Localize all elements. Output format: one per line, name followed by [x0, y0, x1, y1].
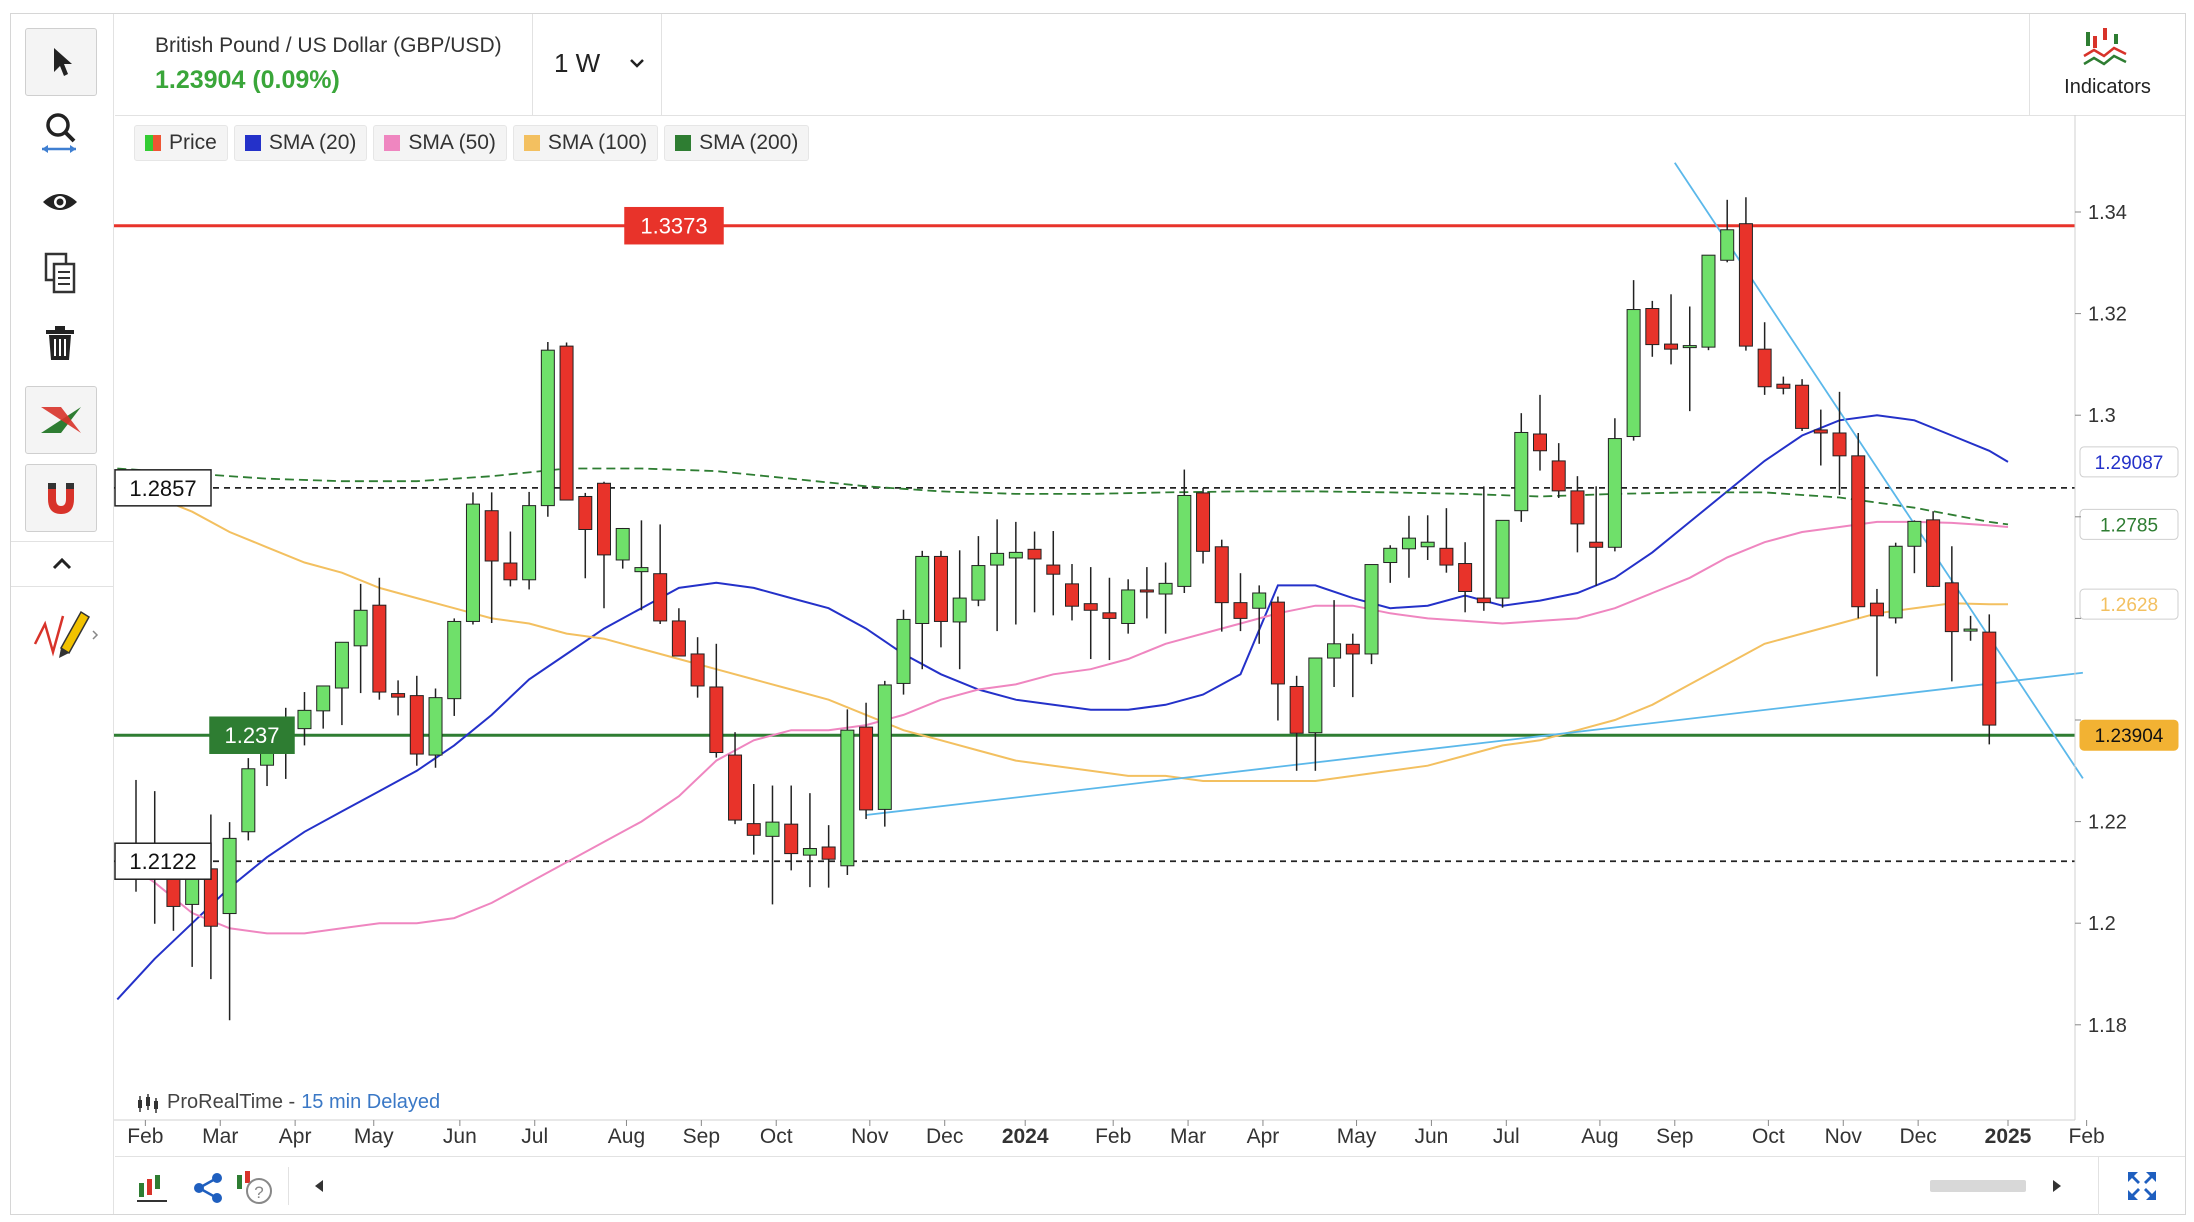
- chart-legend: Price SMA (20) SMA (50) SMA (100) SMA (2…: [134, 125, 810, 161]
- zoom-tool[interactable]: [25, 100, 95, 166]
- visibility-tool[interactable]: [25, 169, 95, 235]
- chevron-down-icon: [630, 59, 644, 68]
- chart-window: British Pound / US Dollar (GBP/USD) 1.23…: [10, 13, 2186, 1215]
- left-toolbar: [11, 14, 114, 1214]
- collapse-toolbar[interactable]: [11, 541, 113, 587]
- chart-type-tool[interactable]: [25, 386, 97, 454]
- magnet-tool[interactable]: [25, 464, 97, 532]
- delete-tool[interactable]: [25, 310, 95, 376]
- drawing-pen-icon: [33, 610, 99, 658]
- scroll-left-icon[interactable]: [313, 1179, 325, 1193]
- collapse-chevron-icon: [52, 557, 72, 570]
- scrollbar-thumb[interactable]: [1930, 1180, 2026, 1192]
- magnet-icon: [48, 483, 74, 514]
- sma50-swatch: [384, 135, 401, 151]
- legend-label: SMA (50): [408, 131, 496, 154]
- watermark-source: ProRealTime -: [167, 1091, 296, 1113]
- divider: [288, 1167, 289, 1205]
- zoom-icon: [42, 113, 76, 153]
- legend-item-price[interactable]: Price: [134, 125, 228, 161]
- svg-text:?: ?: [254, 1183, 263, 1202]
- indicators-button[interactable]: Indicators: [2029, 14, 2185, 115]
- legend-label: SMA (100): [547, 131, 648, 154]
- legend-item-sma20[interactable]: SMA (20): [233, 125, 368, 161]
- sma100-swatch: [523, 135, 540, 151]
- legend-item-sma100[interactable]: SMA (100): [512, 125, 659, 161]
- chart-type-icon: [41, 407, 81, 433]
- bottom-bar: ?: [115, 1156, 2185, 1215]
- watermark-delay: 15 min Delayed: [301, 1091, 441, 1113]
- legend-item-sma50[interactable]: SMA (50): [373, 125, 507, 161]
- cursor-tool[interactable]: [25, 28, 97, 96]
- sma20-swatch: [244, 135, 261, 151]
- legend-label: SMA (200): [699, 131, 799, 154]
- eye-icon: [43, 194, 77, 210]
- timeframe-label: 1 W: [554, 48, 601, 78]
- data-source-watermark: ProRealTime - 15 min Delayed: [135, 1091, 440, 1114]
- fullscreen-icon[interactable]: [2125, 1169, 2159, 1203]
- legend-label: Price: [169, 131, 217, 154]
- copy-tool[interactable]: [25, 240, 95, 306]
- copy-icon: [44, 252, 76, 294]
- add-chart-icon[interactable]: [135, 1171, 171, 1205]
- help-icon[interactable]: ?: [235, 1171, 275, 1205]
- price-swatch: [145, 135, 161, 151]
- timeframe-selector[interactable]: 1 W: [532, 14, 662, 115]
- cursor-icon: [54, 48, 72, 76]
- chart-header: British Pound / US Dollar (GBP/USD) 1.23…: [115, 14, 2185, 116]
- trash-icon: [46, 326, 74, 360]
- share-icon[interactable]: [191, 1171, 227, 1205]
- scroll-right-icon[interactable]: [2051, 1179, 2063, 1193]
- divider: [2098, 1157, 2099, 1215]
- indicators-label: Indicators: [2064, 76, 2151, 98]
- drawing-tools[interactable]: [31, 604, 101, 664]
- instrument-name[interactable]: British Pound / US Dollar (GBP/USD): [155, 34, 502, 57]
- candles-icon: [138, 1093, 158, 1113]
- sma200-swatch: [675, 135, 692, 151]
- legend-item-sma200[interactable]: SMA (200): [664, 125, 810, 161]
- indicators-icon: [2083, 28, 2127, 66]
- instrument-price-change: 1.23904 (0.09%): [155, 66, 340, 94]
- legend-label: SMA (20): [268, 131, 357, 154]
